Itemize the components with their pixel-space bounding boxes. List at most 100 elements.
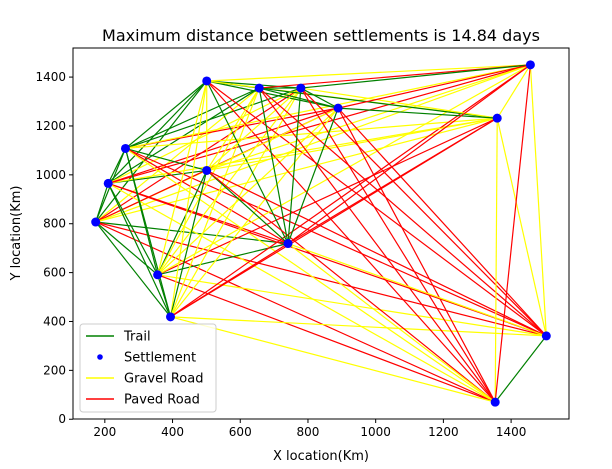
paved-road-edge [206,80,547,337]
x-tick-label: 200 [93,425,116,439]
paved-road-edge [337,107,496,403]
y-tick-label: 800 [43,217,66,231]
y-tick-label: 400 [43,314,66,328]
gravel-road-edge [169,87,260,318]
paved-road-edge [95,87,302,223]
settlement-point [296,83,306,93]
paved-road-edge [287,117,498,245]
y-tick-label: 600 [43,266,66,280]
legend-label: Paved Road [124,393,200,408]
paved-road-edge [206,80,496,403]
gravel-road-edge [169,80,208,317]
trail-edge [206,80,301,89]
paved-road-edge [337,64,531,109]
settlement-point [541,331,551,341]
legend-box [79,323,217,413]
settlement-point [120,143,130,153]
x-tick-label: 800 [297,425,320,439]
trail-edge [107,87,260,184]
legend: Trail Settlement Gravel Road Paved Road [79,323,217,413]
y-tick-label: 0 [58,412,66,426]
x-tick-label: 1000 [360,425,391,439]
trail-edge [157,170,208,276]
chart-title: Maximum distance between settlements is … [102,26,540,45]
trail-edge [259,87,498,119]
ticks: 200 400 600 800 1000 1200 1400 0 200 400 600 800 100… [35,70,526,439]
paved-road-edge [259,64,531,89]
gravel-road-edge [287,242,547,337]
edges [95,64,547,403]
trail-edge [206,169,289,244]
trail-edge [287,107,339,244]
trail-edge [107,80,208,184]
gravel-road-edge [206,64,531,172]
gravel-road-edge [496,64,531,119]
settlement-point [103,178,113,188]
trail-edge [107,183,159,276]
trail-edge [95,80,208,223]
settlement-point [525,60,535,70]
gravel-road-edge [206,107,339,171]
x-tick-label: 600 [229,425,252,439]
trail-edge [300,87,339,109]
paved-road-edge [95,221,547,337]
paved-road-edge [125,147,547,337]
legend-swatch [97,354,103,360]
paved-road-edge [300,87,496,403]
settlements [91,60,551,407]
gravel-road-edge [169,87,302,318]
trail-edge [494,335,547,403]
paved-road-edge [258,87,496,403]
trail-edge [124,148,172,317]
gravel-road-edge [170,316,547,337]
trail-edge [287,88,302,244]
gravel-road-edge [206,87,260,171]
gravel-road-edge [108,117,498,184]
paved-road-edge [258,87,547,337]
x-tick-label: 1400 [496,425,527,439]
legend-label: Settlement [124,351,196,366]
gravel-road-edge [95,87,260,223]
paved-road-edge [494,64,532,403]
trail-edge [107,148,127,184]
gravel-road-edge [170,316,496,403]
gravel-road-edge [157,80,208,275]
trail-edge [300,64,531,89]
x-tick-label: 1200 [428,425,459,439]
gravel-road-edge [157,87,260,276]
settlement-point [254,83,264,93]
legend-label: Trail [123,330,151,345]
gravel-road-edge [494,118,498,403]
settlement-point [91,217,101,227]
paved-road-edge [287,64,531,245]
plot-frame [72,47,570,420]
settlement-point [202,76,212,86]
settlement-point [202,165,212,175]
trail-edge [338,107,498,119]
y-axis-label: Y location(Km) [9,186,24,282]
gravel-road-edge [206,117,498,172]
paved-road-edge [206,169,547,337]
settlement-point [490,397,500,407]
trail-edge [157,274,172,318]
paved-road-edge [108,182,547,337]
trail-edge [95,221,171,318]
gravel-road-edge [206,64,531,82]
trail-edge [206,80,289,244]
x-tick-label: 400 [161,425,184,439]
paved-road-edge [108,64,531,184]
trail-edge [259,87,339,109]
legend-label: Gravel Road [124,372,203,387]
settlement-point [153,270,163,280]
gravel-road-edge [125,147,496,403]
gravel-road-edge [496,118,547,337]
paved-road-edge [206,169,496,403]
trail-edge [258,87,289,244]
trail-edge [206,80,339,109]
gravel-road-edge [95,64,531,223]
paved-road-edge [95,221,496,403]
paved-road-edge [157,274,496,403]
trail-edge [169,170,208,317]
